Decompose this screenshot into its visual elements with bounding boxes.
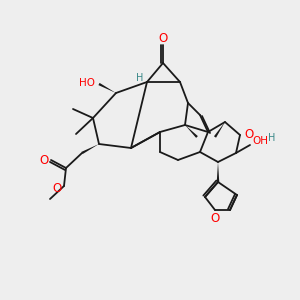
Polygon shape (217, 162, 219, 182)
Text: O: O (210, 212, 220, 224)
Text: O: O (39, 154, 49, 166)
Polygon shape (98, 83, 116, 93)
Polygon shape (81, 144, 99, 154)
Text: OH: OH (252, 136, 268, 146)
Polygon shape (214, 122, 225, 138)
Text: H: H (268, 133, 276, 143)
Text: H: H (136, 73, 144, 83)
Text: HO: HO (79, 78, 95, 88)
Text: O: O (52, 182, 62, 196)
Text: O: O (158, 32, 168, 44)
Text: O: O (244, 128, 253, 142)
Polygon shape (185, 125, 198, 138)
